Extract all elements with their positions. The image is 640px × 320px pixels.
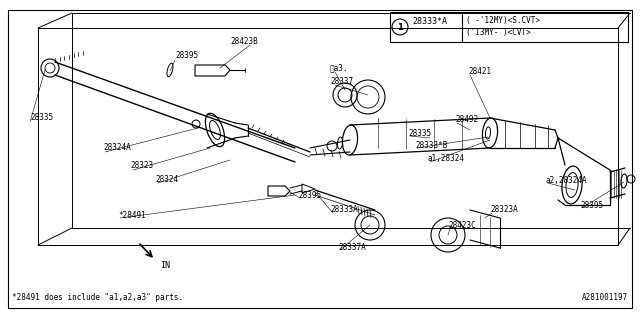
Text: 28333*A: 28333*A xyxy=(412,18,447,27)
Text: 28324: 28324 xyxy=(155,175,178,185)
Text: 28333A: 28333A xyxy=(330,205,358,214)
Text: ①a3.: ①a3. xyxy=(330,63,349,73)
Text: 28423C: 28423C xyxy=(448,220,476,229)
Text: 28323: 28323 xyxy=(130,161,153,170)
Text: 28492: 28492 xyxy=(455,116,478,124)
Text: ( -'12MY)<S.CVT>: ( -'12MY)<S.CVT> xyxy=(466,15,540,25)
Text: 28421: 28421 xyxy=(468,68,491,76)
Text: A281001197: A281001197 xyxy=(582,293,628,302)
Text: *28491 does include "a1,a2,a3" parts.: *28491 does include "a1,a2,a3" parts. xyxy=(12,293,183,302)
Text: a1,28324: a1,28324 xyxy=(428,154,465,163)
Text: 28337: 28337 xyxy=(330,77,353,86)
Text: 1: 1 xyxy=(397,22,403,31)
Text: 28324A: 28324A xyxy=(103,143,131,153)
Text: 28335: 28335 xyxy=(408,129,431,138)
Text: ('13MY- )<CVT>: ('13MY- )<CVT> xyxy=(466,28,531,37)
Text: 28335: 28335 xyxy=(30,114,53,123)
Text: IN: IN xyxy=(160,260,170,269)
Text: 28423B: 28423B xyxy=(230,37,258,46)
Text: 28395: 28395 xyxy=(580,201,603,210)
Text: 28395: 28395 xyxy=(298,190,321,199)
Text: 28395: 28395 xyxy=(175,51,198,60)
Text: 28337A: 28337A xyxy=(338,244,365,252)
Text: a2,28324A: a2,28324A xyxy=(545,175,587,185)
Text: 28323A: 28323A xyxy=(490,205,518,214)
Text: 28333*B: 28333*B xyxy=(415,140,447,149)
Text: *28491: *28491 xyxy=(118,211,146,220)
